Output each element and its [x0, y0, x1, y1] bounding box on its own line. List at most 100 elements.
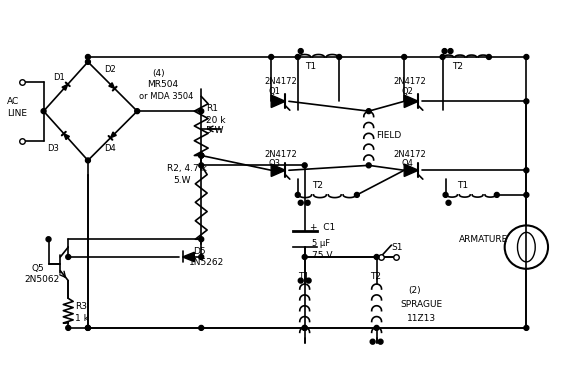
- Polygon shape: [404, 95, 418, 108]
- Text: (2): (2): [408, 286, 421, 295]
- Circle shape: [524, 326, 529, 331]
- Polygon shape: [64, 133, 70, 139]
- Text: Q2: Q2: [401, 87, 413, 96]
- Circle shape: [302, 326, 307, 331]
- Circle shape: [374, 326, 379, 331]
- Text: 2N4172: 2N4172: [264, 150, 297, 159]
- Circle shape: [337, 55, 342, 59]
- Text: T1: T1: [304, 62, 316, 71]
- Circle shape: [41, 109, 46, 114]
- Circle shape: [306, 278, 311, 283]
- Text: ARMATURE: ARMATURE: [459, 235, 509, 244]
- Text: 1N5262: 1N5262: [189, 258, 225, 267]
- Text: 11Z13: 11Z13: [407, 314, 436, 323]
- Circle shape: [199, 153, 204, 158]
- Circle shape: [199, 326, 204, 331]
- Text: T2: T2: [370, 272, 380, 281]
- Text: R2, 4.7 k: R2, 4.7 k: [167, 164, 206, 173]
- Text: 1 k: 1 k: [75, 314, 89, 323]
- Circle shape: [269, 55, 274, 59]
- Text: D2: D2: [104, 65, 116, 74]
- Polygon shape: [271, 95, 285, 108]
- Circle shape: [199, 109, 204, 114]
- Circle shape: [524, 99, 529, 104]
- Circle shape: [448, 49, 453, 53]
- Polygon shape: [62, 84, 67, 90]
- Text: Q3: Q3: [268, 159, 280, 168]
- Text: R1: R1: [206, 104, 218, 113]
- Polygon shape: [111, 132, 116, 138]
- Circle shape: [46, 237, 51, 242]
- Circle shape: [86, 59, 90, 64]
- Circle shape: [66, 255, 71, 259]
- Circle shape: [366, 109, 371, 114]
- Text: Q5: Q5: [32, 264, 45, 273]
- Text: 5.W: 5.W: [174, 176, 191, 185]
- Circle shape: [446, 200, 451, 205]
- Text: 2N4172: 2N4172: [393, 77, 426, 86]
- Circle shape: [199, 237, 204, 242]
- Circle shape: [298, 49, 303, 53]
- Circle shape: [199, 163, 204, 168]
- Circle shape: [366, 163, 371, 168]
- Circle shape: [86, 55, 90, 59]
- Circle shape: [199, 153, 204, 158]
- Text: R3: R3: [75, 302, 87, 311]
- Circle shape: [440, 55, 445, 59]
- Text: Q4: Q4: [401, 159, 413, 168]
- Circle shape: [199, 255, 204, 259]
- Circle shape: [302, 255, 307, 259]
- Polygon shape: [109, 83, 115, 89]
- Text: 2N5062: 2N5062: [24, 275, 59, 284]
- Circle shape: [302, 326, 307, 331]
- Text: 5 μF: 5 μF: [312, 239, 329, 248]
- Text: SPRAGUE: SPRAGUE: [400, 300, 442, 309]
- Text: MR504: MR504: [147, 80, 178, 89]
- Text: 5 W: 5 W: [206, 126, 223, 135]
- Polygon shape: [404, 164, 418, 176]
- Text: T2: T2: [452, 62, 463, 71]
- Circle shape: [524, 55, 529, 59]
- Circle shape: [295, 55, 301, 59]
- Circle shape: [295, 193, 301, 197]
- Text: D4: D4: [104, 144, 116, 153]
- Text: or MDA 3504: or MDA 3504: [139, 92, 193, 101]
- Circle shape: [135, 109, 139, 114]
- Circle shape: [524, 168, 529, 173]
- Circle shape: [199, 153, 204, 158]
- Text: 20 k: 20 k: [206, 115, 226, 124]
- Text: +  C1: + C1: [310, 223, 335, 232]
- Circle shape: [443, 193, 448, 197]
- Text: T1: T1: [458, 180, 468, 190]
- Circle shape: [370, 339, 375, 344]
- Circle shape: [354, 193, 359, 197]
- Text: S1: S1: [391, 243, 403, 252]
- Circle shape: [302, 163, 307, 168]
- Circle shape: [442, 49, 447, 53]
- Circle shape: [86, 326, 90, 331]
- Text: D5: D5: [193, 247, 206, 256]
- Text: D3: D3: [48, 144, 60, 153]
- Circle shape: [494, 193, 500, 197]
- Circle shape: [298, 278, 303, 283]
- Circle shape: [374, 255, 379, 259]
- Text: T1: T1: [298, 272, 309, 281]
- Text: LINE: LINE: [7, 109, 27, 118]
- Text: 2N4172: 2N4172: [264, 77, 297, 86]
- Text: T2: T2: [312, 180, 323, 190]
- Text: D1: D1: [53, 73, 65, 82]
- Circle shape: [66, 326, 71, 331]
- Text: AC: AC: [7, 97, 19, 106]
- Polygon shape: [271, 164, 285, 176]
- Text: 2N4172: 2N4172: [393, 150, 426, 159]
- Text: FIELD: FIELD: [376, 131, 402, 140]
- Circle shape: [298, 200, 303, 205]
- Polygon shape: [183, 252, 194, 262]
- Circle shape: [486, 55, 492, 59]
- Circle shape: [305, 200, 310, 205]
- Circle shape: [86, 158, 90, 163]
- Text: Q1: Q1: [268, 87, 280, 96]
- Text: 75 V: 75 V: [312, 252, 332, 261]
- Circle shape: [86, 326, 90, 331]
- Circle shape: [524, 193, 529, 197]
